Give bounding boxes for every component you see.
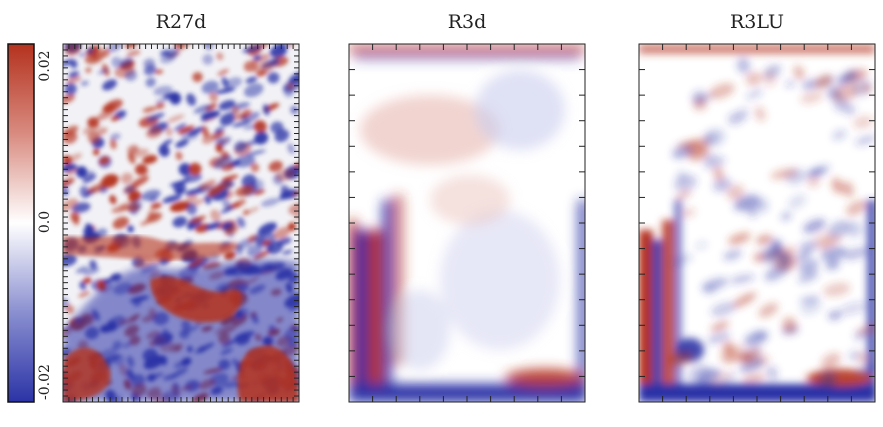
heatmap-panel-r3lu: [638, 43, 876, 403]
heatmap-field-r3d: [349, 44, 585, 402]
colorbar-tick-min: -0.02: [37, 364, 53, 400]
heatmap-regions-r27d: [63, 235, 299, 402]
colorbar-tick-max: 0.02: [37, 50, 53, 81]
axis-ticks-r3d: [349, 44, 585, 402]
colorbar-tick-mid: 0.0: [37, 211, 53, 233]
heatmap-panel-r3d: [348, 43, 586, 403]
colorbar: 0.02 0.0 -0.02: [7, 43, 53, 403]
colorbar-gradient: [7, 43, 35, 403]
panel-title-r27d: R27d: [156, 11, 207, 33]
axis-ticks-r3lu: [639, 44, 875, 402]
heatmap-panel-r27d: [62, 43, 300, 403]
panel-title-r3d: R3d: [448, 11, 487, 33]
axis-ticks-r27d: [63, 44, 299, 402]
panel-title-r3lu: R3LU: [730, 11, 784, 33]
